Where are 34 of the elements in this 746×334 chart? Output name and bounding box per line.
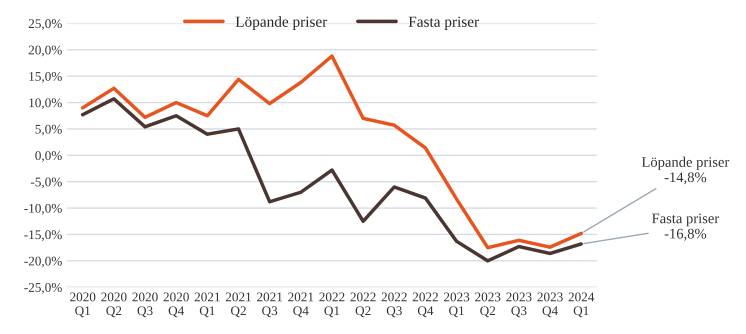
- x-tick-label: 2023 Q2: [475, 292, 500, 318]
- x-tick-label: 2021 Q2: [226, 292, 251, 318]
- y-tick-label: -25,0%: [24, 283, 62, 294]
- x-tick-label: 2021 Q3: [257, 292, 282, 318]
- y-tick-label: -5,0%: [30, 178, 62, 188]
- y-tick-label: -15,0%: [24, 230, 62, 242]
- x-tick-label: 2022 Q3: [382, 292, 407, 318]
- annotation: Löpande priser -14,8%: [642, 156, 730, 184]
- legend-label: Löpande priser: [236, 16, 328, 30]
- x-tick-label: 2024 Q1: [568, 292, 594, 318]
- line-series: [80, 97, 583, 263]
- x-tick-label: 2020 Q4: [164, 292, 189, 318]
- x-tick-label: 2022 Q4: [412, 292, 438, 318]
- y-tick-label: 10,0%: [29, 98, 62, 110]
- x-tick-label: 2022 Q2: [350, 292, 376, 318]
- x-tick-label: 2023 Q3: [506, 292, 532, 318]
- x-tick-label: 2020 Q3: [132, 292, 158, 318]
- x-tick-label: 2021 Q4: [288, 292, 314, 318]
- x-tick-label: 2022 Q1: [319, 292, 344, 318]
- x-tick-label: 2020 Q2: [101, 292, 127, 318]
- y-tick-label: 20,0%: [28, 46, 62, 56]
- y-tick-label: 25,0%: [28, 19, 62, 30]
- y-tick-label: -20,0%: [24, 256, 62, 268]
- y-tick-label: -10,0%: [24, 204, 62, 215]
- x-tick-label: 2023 Q4: [537, 292, 563, 318]
- line-series: [80, 54, 583, 250]
- y-tick-label: 0,0%: [35, 151, 62, 162]
- legend-label: Fasta priser: [408, 16, 479, 30]
- x-tick-label: 2021 Q1: [194, 292, 220, 318]
- annotation: Fasta priser -16,8%: [652, 214, 720, 241]
- x-tick-label: 2020 Q1: [70, 292, 96, 318]
- y-tick-label: 5,0%: [36, 124, 62, 136]
- y-tick-label: 15,0%: [29, 72, 62, 83]
- x-tick-label: 2023 Q1: [444, 292, 470, 318]
